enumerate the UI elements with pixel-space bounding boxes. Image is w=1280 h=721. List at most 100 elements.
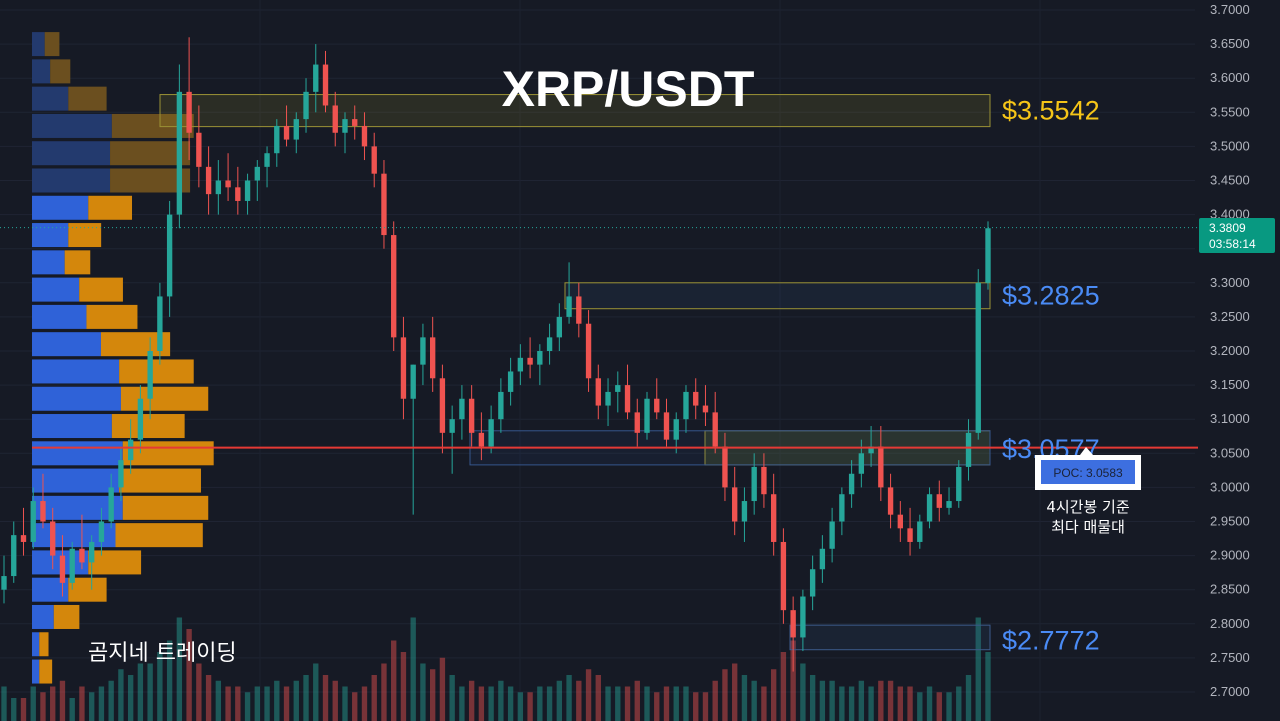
volume-bar [693,692,699,721]
candle-body [868,446,874,454]
volume-bar [624,686,631,721]
profile-sell-bar [39,659,53,684]
volume-bar [858,680,865,721]
volume-bar [244,692,251,721]
volume-bar [137,663,144,721]
profile-sell-bar [115,523,203,548]
volume-bar [391,640,397,721]
profile-buy-bar [32,277,80,302]
volume-bar [459,686,465,721]
candle-body [20,535,27,542]
candle-body [176,91,183,215]
candle-body [332,105,338,133]
profile-sell-bar [88,550,142,575]
profile-sell-bar [88,195,133,220]
volume-bar [829,680,835,721]
candle-body [498,391,504,420]
volume-bar [917,692,923,721]
candle-body [381,173,387,236]
y-tick-label: 3.1500 [1210,377,1250,392]
candle-body [507,371,514,392]
volume-bar [313,663,319,721]
candle-body [391,235,397,338]
candle-body [809,569,816,597]
volume-bar [790,640,796,721]
candle-body [829,521,835,549]
volume-bar [556,680,563,721]
candle-body [225,180,231,188]
volume-bar [839,686,845,721]
volume-bar [868,686,874,721]
candle-body [975,282,981,433]
candle-body [468,398,475,433]
poc-note-line2: 최다 매물대 [1051,518,1125,536]
current-price-value: 3.3809 [1209,221,1246,235]
candle-body [839,494,845,522]
volume-bar [663,686,670,721]
candle-body [917,521,923,542]
volume-bar [264,686,270,721]
volume-bar [654,692,660,721]
candle-body [137,398,144,440]
volume-bar [293,680,299,721]
volume-bar [507,686,514,721]
volume-bar [498,680,504,721]
volume-bar [30,686,36,721]
volume-bar [732,663,738,721]
volume-bar [1,686,7,721]
volume-bar [585,669,592,721]
candle-body [157,296,163,351]
profile-sell-bar [120,386,209,411]
current-price-tag: 3.3809 03:58:14 [1199,218,1275,253]
y-tick-label: 2.9500 [1210,514,1250,529]
profile-sell-bar [68,223,102,248]
volume-profile [32,32,214,684]
volume-bar [157,652,163,721]
volume-bar [907,686,913,721]
poc-label: POC: 3.0583 [1053,466,1123,480]
candle-body [595,378,601,406]
poc-callout: POC: 3.0583 4시간봉 기준 최다 매물대 [1035,447,1141,536]
candle-body [732,487,738,522]
watermark: 곰지네 트레이딩 [88,641,237,666]
profile-buy-bar [32,168,111,193]
candle-body [741,501,748,522]
profile-buy-bar [32,59,51,84]
candles [1,37,991,672]
volume-bar [342,686,348,721]
profile-buy-bar [32,86,69,111]
candle-body [907,528,913,542]
candle-body [235,187,241,201]
y-tick-label: 2.8000 [1210,616,1250,631]
candle-body [361,125,368,147]
level-label: $3.2825 [1002,281,1100,311]
volume-bar [274,680,280,721]
volume-bar [400,652,407,721]
profile-buy-bar [32,332,101,357]
volume-bar [819,680,826,721]
candle-body [429,337,436,379]
volume-bar [761,686,767,721]
profile-sell-bar [86,304,138,329]
candle-body [936,494,942,508]
level-labels: $3.5542$3.2825$3.0577$2.7772 [1002,95,1100,655]
candle-body [644,398,650,433]
candle-body [313,64,319,92]
candle-body [615,385,621,392]
y-tick-label: 3.4500 [1210,173,1250,188]
candle-body [322,64,329,106]
volume-bar [176,617,183,721]
profile-sell-bar [53,604,80,629]
candle-body [420,337,426,365]
price-axis[interactable]: 3.7000 3.6500 3.6000 3.5500 3.5000 3.4500 3.40… [1210,2,1250,699]
candle-body [761,466,767,495]
chart-title: XRP/USDT [502,61,755,117]
volume-bar [800,663,806,721]
profile-buy-bar [32,495,123,520]
volume-bar [537,686,543,721]
y-tick-label: 3.1000 [1210,411,1250,426]
profile-buy-bar [32,659,40,684]
candle-body [30,501,36,542]
candle-body [693,391,699,406]
